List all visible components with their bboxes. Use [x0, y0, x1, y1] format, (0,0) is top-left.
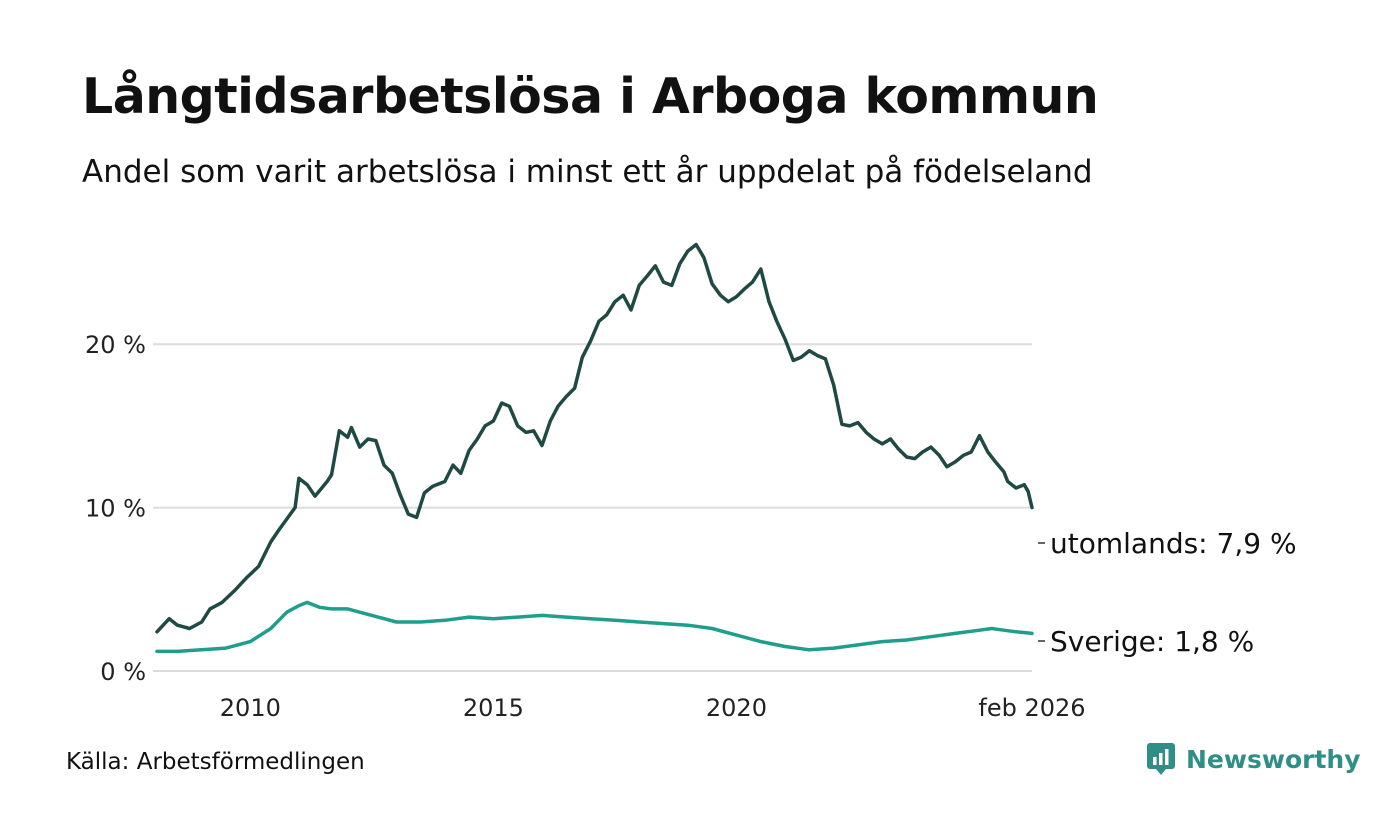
- newsworthy-logo-icon: [1147, 743, 1175, 775]
- y-tick-label: 20 %: [85, 331, 146, 359]
- chart-title: Långtidsarbetslösa i Arboga kommun: [82, 68, 1099, 125]
- series-line-sverige: [155, 600, 1034, 654]
- newsworthy-brand[interactable]: Newsworthy: [1146, 742, 1361, 776]
- x-tick-label: 2015: [463, 694, 524, 722]
- source-note: Källa: Arbetsförmedlingen: [66, 749, 365, 775]
- series-line-utomlands: [155, 242, 1034, 634]
- x-tick-label: feb 2026: [978, 694, 1085, 722]
- x-tick-label: 2010: [220, 694, 281, 722]
- y-tick-label: 10 %: [85, 495, 146, 523]
- end-label-utomlands: utomlands: 7,9 %: [1050, 527, 1297, 560]
- x-tick-label: 2020: [706, 694, 767, 722]
- y-tick-label: 0 %: [100, 658, 146, 686]
- end-label-sverige: Sverige: 1,8 %: [1050, 625, 1254, 658]
- chart-subtitle: Andel som varit arbetslösa i minst ett å…: [82, 154, 1093, 190]
- brand-name: Newsworthy: [1186, 744, 1361, 774]
